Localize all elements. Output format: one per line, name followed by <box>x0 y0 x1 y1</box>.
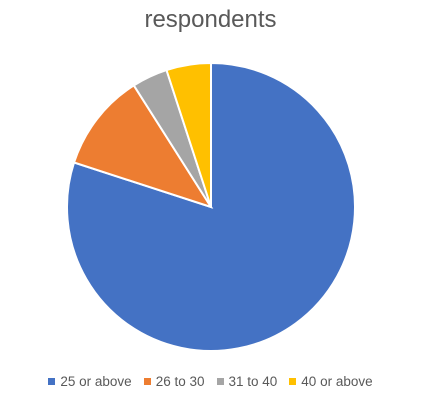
legend-label: 31 to 40 <box>228 374 278 389</box>
legend-swatch <box>216 378 224 385</box>
legend-item: 40 or above <box>289 374 373 389</box>
legend-swatch <box>48 378 56 385</box>
legend-item: 31 to 40 <box>216 374 278 389</box>
legend-swatch <box>289 378 297 385</box>
pie-chart <box>66 61 356 352</box>
pie-slice-40-or-above <box>165 61 212 208</box>
legend-item: 26 to 30 <box>143 374 205 389</box>
chart-legend: 25 or above 26 to 30 31 to 40 40 or abov… <box>0 374 421 389</box>
legend-label: 40 or above <box>301 374 373 389</box>
pie-slice-26-to-30 <box>72 84 214 209</box>
legend-label: 26 to 30 <box>155 374 205 389</box>
legend-label: 25 or above <box>60 374 132 389</box>
legend-swatch <box>143 378 151 385</box>
chart-title: respondents <box>144 6 277 33</box>
legend-item: 25 or above <box>48 374 132 389</box>
